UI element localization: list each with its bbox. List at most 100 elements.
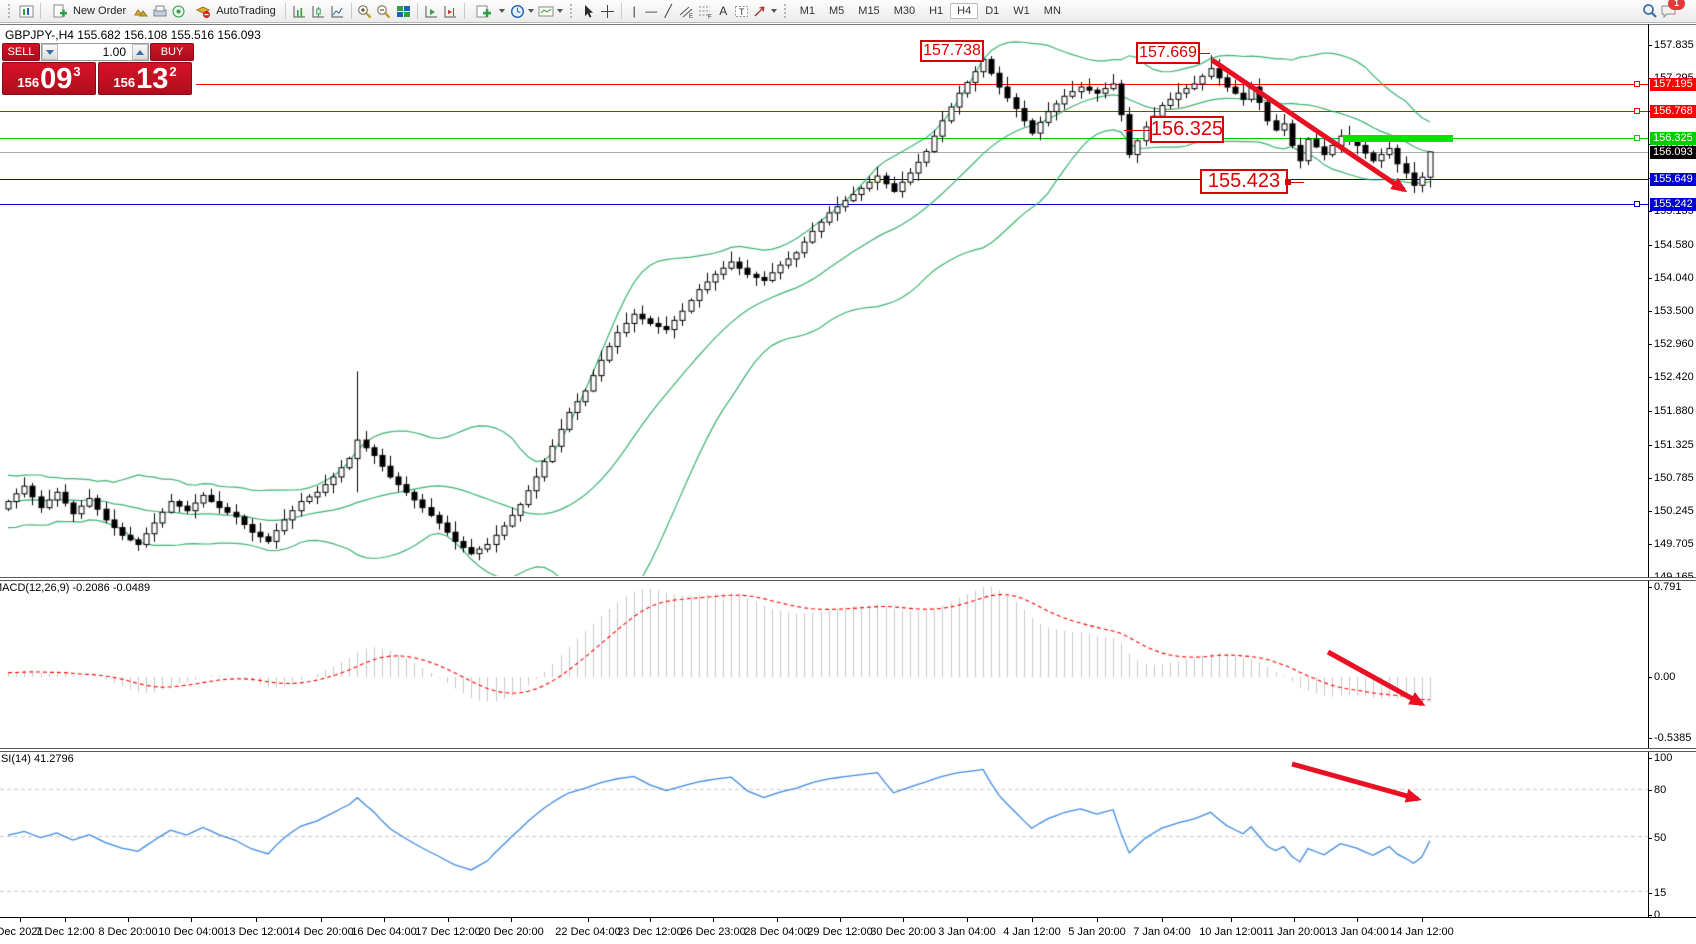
time-label: 14 Dec 20:00 [288,926,354,938]
horizontal-line-tool-icon[interactable]: — [645,4,658,18]
svg-text:F: F [708,14,712,19]
tf-button-d1[interactable]: D1 [985,5,1000,17]
price-axis-border [1648,24,1649,918]
separator [463,3,465,19]
buy-button[interactable]: BUY [150,43,194,61]
tf-button-h4[interactable]: H4 [950,3,979,19]
toolbar: New Order AutoTrading [0,0,1696,23]
rsi-label: RSI(14) 41.2796 [0,753,74,765]
search-icon[interactable] [1640,2,1659,21]
bar-chart-mode-icon[interactable] [290,2,309,21]
periods-clock-icon[interactable] [508,2,527,21]
annotation-157.738[interactable]: 157.738 [920,40,984,62]
tf-button-h1[interactable]: H1 [929,5,944,17]
macd-axis--0.5385: -0.5385 [1647,732,1692,744]
bid-pips: 09 [40,63,73,95]
tf-button-w1[interactable]: W1 [1013,5,1030,17]
time-label: 22 Dec 04:00 [555,926,621,938]
time-tick [840,918,841,922]
new-order-icon [50,2,69,21]
time-tick [1032,918,1033,922]
periods-caret[interactable] [527,9,534,13]
price-tick-154.040: 154.040 [1648,272,1694,284]
volume-input[interactable]: 1.00 [102,45,126,59]
channel-tool-icon[interactable]: E [677,2,696,21]
toolbar-drag-handle[interactable] [8,4,13,18]
text-label-tool-icon[interactable]: T [732,2,751,21]
time-label: 8 Dec 20:00 [98,926,158,938]
separator [416,3,418,19]
time-tick [588,918,589,922]
tile-windows-icon[interactable] [394,2,413,21]
svg-text:E: E [689,14,693,19]
tf-button-mn[interactable]: MN [1043,5,1061,17]
volume-decrease-button[interactable] [42,44,58,60]
ask-integer: 156 [113,75,136,90]
time-label: 11 Jan 20:00 [1262,926,1326,938]
zoom-out-icon[interactable] [375,2,394,21]
new-order-button[interactable]: New Order [45,1,131,22]
time-tick [1357,918,1358,922]
time-label: 10 Jan 12:00 [1199,926,1263,938]
tf-button-m5[interactable]: M5 [829,5,845,17]
tf-button-m15[interactable]: M15 [858,5,880,17]
templates-caret[interactable] [556,9,563,13]
time-label: 5 Jan 20:00 [1068,926,1126,938]
zoom-in-icon[interactable] [356,2,375,21]
fibonacci-tool-icon[interactable]: F [696,2,715,21]
chat-icon[interactable]: 1 [1659,0,1685,21]
rsi-pane-separator[interactable] [0,748,1696,752]
toolbar-drag-handle[interactable] [569,4,575,18]
autotrading-button[interactable]: AutoTrading [188,1,281,22]
time-tick [20,918,21,922]
macd-pane-separator[interactable] [0,577,1696,581]
toolbar-drag-handle[interactable] [783,4,789,18]
price-label-155.649: 155.649 [1650,173,1696,186]
time-tick [1422,918,1423,922]
vertical-line-tool-icon[interactable]: | [632,4,636,18]
market-gold-icon[interactable] [131,2,150,21]
indicators-caret[interactable] [498,9,505,13]
sell-button[interactable]: SELL [2,43,40,61]
ask-quote-box[interactable]: 156 13 2 [98,62,192,95]
candlestick-mode-icon[interactable] [309,2,328,21]
tf-button-m30[interactable]: M30 [893,5,916,17]
arrows-tool-icon[interactable] [751,2,770,21]
templates-icon[interactable] [537,2,556,21]
macd-label: MACD(12,26,9) -0.2086 -0.0489 [0,582,151,594]
annotation-handle[interactable] [1285,179,1291,185]
line-chart-mode-icon[interactable] [328,2,347,21]
signals-icon[interactable] [169,2,188,21]
time-tick [1231,918,1232,922]
price-tick-151.325: 151.325 [1648,439,1694,451]
timeframe-bar: M1 M5 M15 M30 H1 H4 D1 W1 MN [793,3,1068,19]
highlight-level-bar[interactable] [1343,135,1453,142]
text-tool-icon[interactable]: A [719,4,728,18]
trendline-tool-icon[interactable]: ╱ [664,4,672,18]
annotation-157.669[interactable]: 157.669 [1136,42,1200,64]
annotation-156.325[interactable]: 156.325 [1150,116,1224,143]
time-tick [650,918,651,922]
chart-shift-icon[interactable] [441,2,460,21]
tf-button-m1[interactable]: M1 [799,5,815,17]
arrows-caret[interactable] [770,9,777,13]
volume-increase-button[interactable] [132,44,148,60]
crosshair-icon[interactable] [598,2,617,21]
indicators-button[interactable] [469,1,498,22]
bid-quote-box[interactable]: 156 09 3 [2,62,96,95]
rsi-axis-100: 100 [1647,752,1673,764]
window-top-border [0,24,1696,25]
separator [350,3,352,19]
time-label: 14 Jan 12:00 [1390,926,1454,938]
time-tick [511,918,512,922]
price-tick-157.835: 157.835 [1648,39,1694,51]
cursor-icon[interactable] [579,2,598,21]
annotation-155.423[interactable]: 155.423 [1200,169,1288,194]
print-preview-icon[interactable] [150,2,169,21]
new-chart-icon[interactable] [17,2,36,21]
rsi-axis-0: 0 [1647,909,1661,921]
separator [40,3,41,19]
auto-scroll-icon[interactable] [422,2,441,21]
time-tick [1097,918,1098,922]
